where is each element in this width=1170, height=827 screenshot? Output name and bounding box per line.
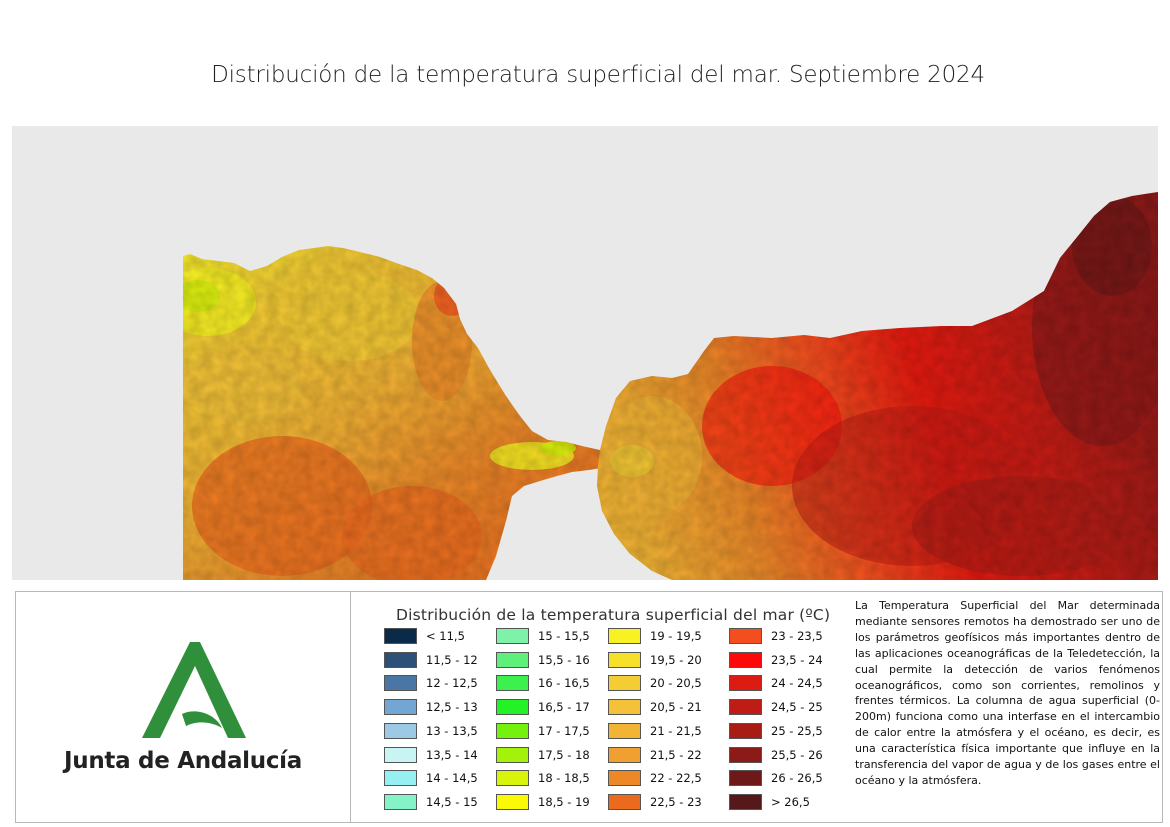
legend-swatch	[608, 628, 641, 644]
legend-swatch	[729, 699, 762, 716]
logo-box: Junta de Andalucía	[16, 592, 351, 822]
legend-swatch	[384, 746, 417, 763]
legend-label: 16 - 16,5	[538, 676, 590, 691]
logo-name: Junta de Andalucía	[64, 748, 302, 774]
legend-swatch	[608, 746, 641, 763]
legend-swatch	[496, 793, 529, 810]
legend-swatch	[384, 793, 417, 810]
legend-label: 14,5 - 15	[426, 794, 478, 809]
legend-swatch	[384, 651, 417, 668]
legend-swatch	[729, 675, 762, 692]
legend-swatch	[608, 651, 641, 668]
legend-swatch	[729, 746, 762, 763]
legend-label: 12 - 12,5	[426, 676, 478, 691]
legend-label: 19,5 - 20	[650, 652, 702, 667]
legend-swatch	[608, 793, 641, 810]
junta-logo-icon	[142, 642, 246, 738]
legend-label: 17,5 - 18	[538, 747, 590, 762]
legend-label: 23 - 23,5	[771, 629, 823, 643]
legend-label: 14 - 14,5	[426, 771, 478, 786]
legend-swatch	[496, 651, 529, 668]
legend-label: 18,5 - 19	[538, 794, 590, 809]
page-title: Distribución de la temperatura superfici…	[211, 62, 985, 88]
legend-label: 21 - 21,5	[650, 723, 702, 738]
legend-swatch	[496, 675, 529, 692]
legend-label: 25 - 25,5	[771, 723, 823, 738]
legend-swatch	[384, 628, 417, 644]
legend-label: 24 - 24,5	[771, 676, 823, 691]
legend-swatch	[608, 722, 641, 739]
sst-raster-map	[183, 192, 1158, 580]
legend-swatch	[729, 651, 762, 668]
legend-title: Distribución de la temperatura superfici…	[396, 606, 831, 624]
legend-label: 25,5 - 26	[771, 747, 823, 762]
legend-label: 11,5 - 12	[426, 652, 478, 667]
legend-label: 22 - 22,5	[650, 771, 702, 786]
legend-label: 20 - 20,5	[650, 676, 702, 691]
legend-swatch	[729, 770, 762, 787]
legend-label: 18 - 18,5	[538, 771, 590, 786]
legend-swatch	[496, 770, 529, 787]
legend-swatch	[496, 699, 529, 716]
legend-swatch	[384, 722, 417, 739]
legend-swatch	[729, 722, 762, 739]
legend-swatch	[384, 675, 417, 692]
legend-swatch	[384, 699, 417, 716]
legend-swatch	[496, 628, 529, 644]
legend-swatch	[496, 722, 529, 739]
legend-swatch	[608, 770, 641, 787]
legend-label: 15,5 - 16	[538, 652, 590, 667]
legend-label: 19 - 19,5	[650, 629, 702, 643]
description-text: La Temperatura Superficial del Mar deter…	[855, 599, 1160, 787]
legend-label: 13 - 13,5	[426, 723, 478, 738]
legend-swatch	[496, 746, 529, 763]
legend-label: > 26,5	[771, 794, 810, 809]
legend-label: 21,5 - 22	[650, 747, 702, 762]
legend-swatch	[729, 793, 762, 810]
legend-label: 23,5 - 24	[771, 652, 823, 667]
legend-label: 20,5 - 21	[650, 700, 702, 715]
legend-label: 26 - 26,5	[771, 771, 823, 786]
legend-label: < 11,5	[426, 629, 465, 643]
sst-map[interactable]	[12, 126, 1158, 580]
legend-label: 12,5 - 13	[426, 700, 478, 715]
legend-label: 13,5 - 14	[426, 747, 478, 762]
legend-swatch	[608, 699, 641, 716]
legend-label: 16,5 - 17	[538, 700, 590, 715]
info-panel: Junta de Andalucía Distribución de la te…	[15, 591, 1163, 823]
legend-swatch	[608, 675, 641, 692]
legend-label: 24,5 - 25	[771, 700, 823, 715]
legend-swatch	[384, 770, 417, 787]
legend-label: 15 - 15,5	[538, 629, 590, 643]
legend-label: 22,5 - 23	[650, 794, 702, 809]
legend-label: 17 - 17,5	[538, 723, 590, 738]
legend-swatch	[729, 628, 762, 644]
